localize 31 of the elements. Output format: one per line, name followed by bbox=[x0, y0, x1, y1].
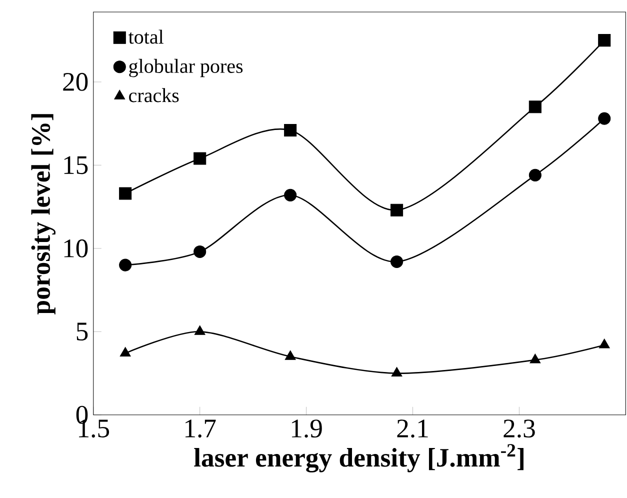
point bbox=[284, 124, 297, 137]
point bbox=[598, 34, 611, 47]
y-tick-label: 15 bbox=[64, 156, 88, 174]
legend-label: total bbox=[128, 30, 164, 44]
point bbox=[120, 347, 131, 357]
point bbox=[194, 326, 206, 336]
point bbox=[194, 152, 206, 165]
y-tick-label: 20 bbox=[63, 73, 88, 92]
point bbox=[598, 338, 610, 348]
x-tick-label: 2.3 bbox=[504, 420, 535, 438]
point bbox=[391, 367, 402, 377]
x-tick-label: 1.7 bbox=[186, 420, 216, 438]
point bbox=[119, 187, 132, 200]
y-tick-label: 5 bbox=[76, 322, 88, 341]
point bbox=[390, 256, 404, 268]
point bbox=[528, 169, 542, 182]
point bbox=[598, 112, 611, 126]
point bbox=[390, 204, 404, 217]
point bbox=[284, 189, 297, 202]
point bbox=[194, 246, 206, 258]
point bbox=[528, 100, 542, 114]
y-axis-title: porosity level [%] bbox=[31, 114, 56, 315]
x-tick-label: 1.9 bbox=[292, 420, 322, 438]
x-tick-label: 2.1 bbox=[397, 420, 428, 438]
x-axis-title: laser energy density [J.mm$^{-2}$] bbox=[194, 444, 524, 473]
y-tick-label: 10 bbox=[64, 240, 88, 258]
legend-label: cracks bbox=[129, 88, 179, 102]
legend-label: globular pores bbox=[129, 59, 243, 78]
point bbox=[284, 350, 296, 360]
point bbox=[119, 258, 132, 272]
point bbox=[530, 354, 541, 364]
